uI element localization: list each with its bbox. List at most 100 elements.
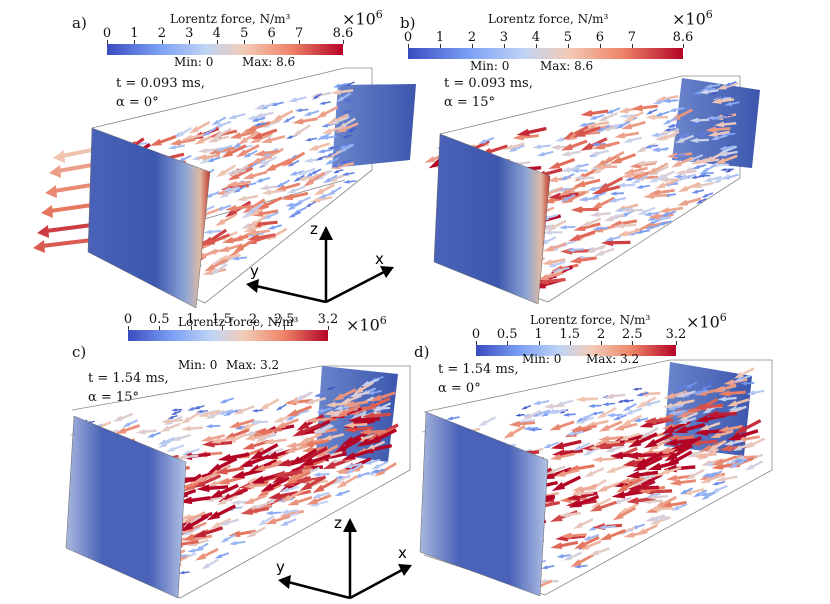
force-arrowhead	[573, 522, 583, 529]
colorbar-min: Min: 0	[522, 352, 562, 366]
force-arrowhead	[218, 245, 230, 252]
colorbar-tick-label: 3	[185, 26, 194, 41]
force-arrow	[49, 203, 93, 213]
force-arrowhead	[219, 520, 229, 526]
force-arrowhead	[321, 123, 329, 128]
force-arrowhead	[604, 393, 614, 399]
force-arrowhead	[49, 165, 61, 178]
colorbar-tick-mark	[343, 40, 344, 44]
force-arrowhead	[336, 480, 347, 489]
force-arrowhead	[194, 137, 205, 145]
colorbar-tick-mark	[439, 44, 441, 48]
force-arrowhead	[248, 209, 259, 217]
force-arrowhead	[214, 553, 223, 559]
force-arrowhead	[585, 247, 596, 254]
force-arrowhead	[690, 121, 697, 127]
force-arrowhead	[171, 408, 177, 412]
force-arrowhead	[250, 132, 263, 140]
force-arrowhead	[211, 119, 220, 126]
force-arrowhead	[182, 533, 195, 541]
force-arrowhead	[312, 95, 318, 100]
force-arrowhead	[718, 390, 731, 397]
force-arrowhead	[180, 425, 191, 432]
force-arrowhead	[220, 537, 229, 543]
force-arrowhead	[559, 496, 572, 504]
force-arrowhead	[674, 386, 682, 391]
force-arrowhead	[706, 444, 717, 453]
force-arrowhead	[571, 486, 583, 493]
force-arrowhead	[343, 422, 354, 429]
force-arrowhead	[560, 143, 573, 151]
colorbar-tick-label: 3.2	[665, 327, 687, 342]
force-arrowhead	[257, 519, 267, 527]
force-arrowhead	[230, 499, 240, 506]
force-arrowhead	[187, 406, 194, 411]
force-arrowhead	[323, 410, 334, 416]
force-arrowhead	[559, 175, 568, 181]
force-arrowhead	[678, 174, 687, 180]
force-arrowhead	[201, 440, 215, 448]
force-arrowhead	[616, 484, 628, 493]
force-arrowhead	[516, 128, 530, 136]
force-arrowhead	[305, 417, 317, 424]
panel-label-b: b)	[400, 14, 416, 32]
force-arrowhead	[320, 135, 329, 140]
force-arrowhead	[652, 99, 662, 105]
force-arrowhead	[167, 415, 174, 420]
force-arrowhead	[253, 122, 261, 127]
colorbar-tick-label: 3.2	[317, 312, 339, 327]
force-arrowhead	[367, 435, 382, 445]
force-arrowhead	[329, 119, 339, 125]
force-arrowhead	[342, 452, 356, 460]
force-arrowhead	[212, 131, 222, 139]
force-arrowhead	[712, 177, 722, 184]
colorbar-tick-label: 2	[596, 327, 606, 342]
force-arrowhead	[333, 405, 343, 411]
force-arrowhead	[522, 413, 532, 421]
force-arrowhead	[299, 482, 312, 492]
force-arrowhead	[608, 197, 617, 203]
colorbar-tick-mark	[221, 326, 223, 330]
force-arrowhead	[335, 409, 348, 418]
panel-label-c: c)	[72, 343, 87, 361]
force-arrowhead	[566, 247, 575, 253]
force-arrowhead	[704, 84, 712, 89]
force-arrowhead	[657, 221, 665, 226]
colorbar-multiplier: ×106	[672, 8, 713, 29]
force-arrowhead	[41, 205, 53, 218]
force-arrowhead	[228, 421, 241, 428]
info-a: t = 0.093 ms, α = 0°	[116, 76, 205, 110]
force-arrowhead	[677, 185, 689, 193]
force-arrowhead	[623, 531, 635, 538]
force-arrowhead	[264, 163, 277, 172]
force-arrowhead	[632, 387, 638, 391]
force-arrowhead	[299, 436, 310, 444]
force-arrowhead	[312, 427, 323, 435]
force-arrowhead	[614, 222, 624, 229]
force-arrowhead	[643, 438, 658, 449]
force-arrowhead	[259, 185, 269, 191]
colorbar-gradient	[128, 330, 328, 341]
force-arrowhead	[566, 133, 578, 141]
force-arrowhead	[620, 419, 632, 427]
force-arrowhead	[542, 443, 551, 449]
force-arrowhead	[359, 428, 371, 436]
force-arrowhead	[569, 256, 582, 264]
colorbar-tick-label: 6	[595, 30, 604, 45]
info-b: t = 0.093 ms, α = 15°	[444, 76, 533, 110]
force-arrowhead	[589, 549, 600, 556]
force-arrowhead	[701, 193, 708, 198]
force-arrowhead	[193, 405, 200, 410]
force-arrowhead	[503, 144, 514, 150]
force-arrowhead	[175, 131, 184, 138]
force-arrowhead	[304, 137, 312, 142]
force-arrowhead	[288, 456, 303, 467]
force-arrowhead	[213, 122, 223, 128]
force-arrowhead	[229, 132, 242, 139]
force-arrowhead	[592, 226, 600, 231]
colorbar-tick-label: 4	[212, 26, 221, 41]
force-arrowhead	[277, 459, 291, 467]
force-arrowhead	[724, 82, 731, 87]
colorbar-tick-label: 0	[102, 26, 112, 41]
colorbar-tick-mark	[601, 341, 602, 345]
